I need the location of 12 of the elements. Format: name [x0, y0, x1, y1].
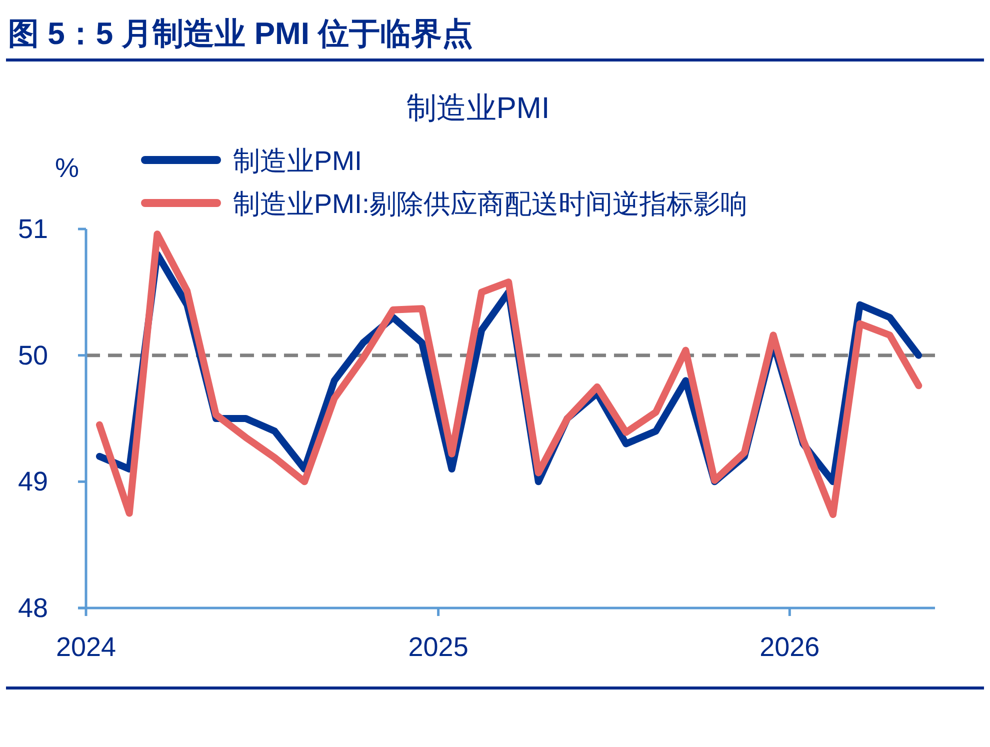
x-tick-label: 2025 — [408, 632, 468, 662]
chart-title: 图 5：5 月制造业 PMI 位于临界点 — [8, 16, 474, 51]
y-tick-label: 48 — [18, 593, 48, 623]
chart-subtitle: 制造业PMI — [406, 92, 550, 125]
legend-label: 制造业PMI — [233, 146, 362, 176]
x-tick-label: 2026 — [760, 632, 820, 662]
y-tick-label: 50 — [18, 340, 48, 370]
y-axis-title: % — [54, 153, 80, 183]
y-tick-label: 51 — [18, 214, 48, 244]
x-tick-label: 2024 — [56, 632, 116, 662]
y-tick-label: 49 — [18, 466, 48, 497]
legend-label: 制造业PMI:剔除供应商配送时间逆指标影响 — [233, 189, 748, 219]
